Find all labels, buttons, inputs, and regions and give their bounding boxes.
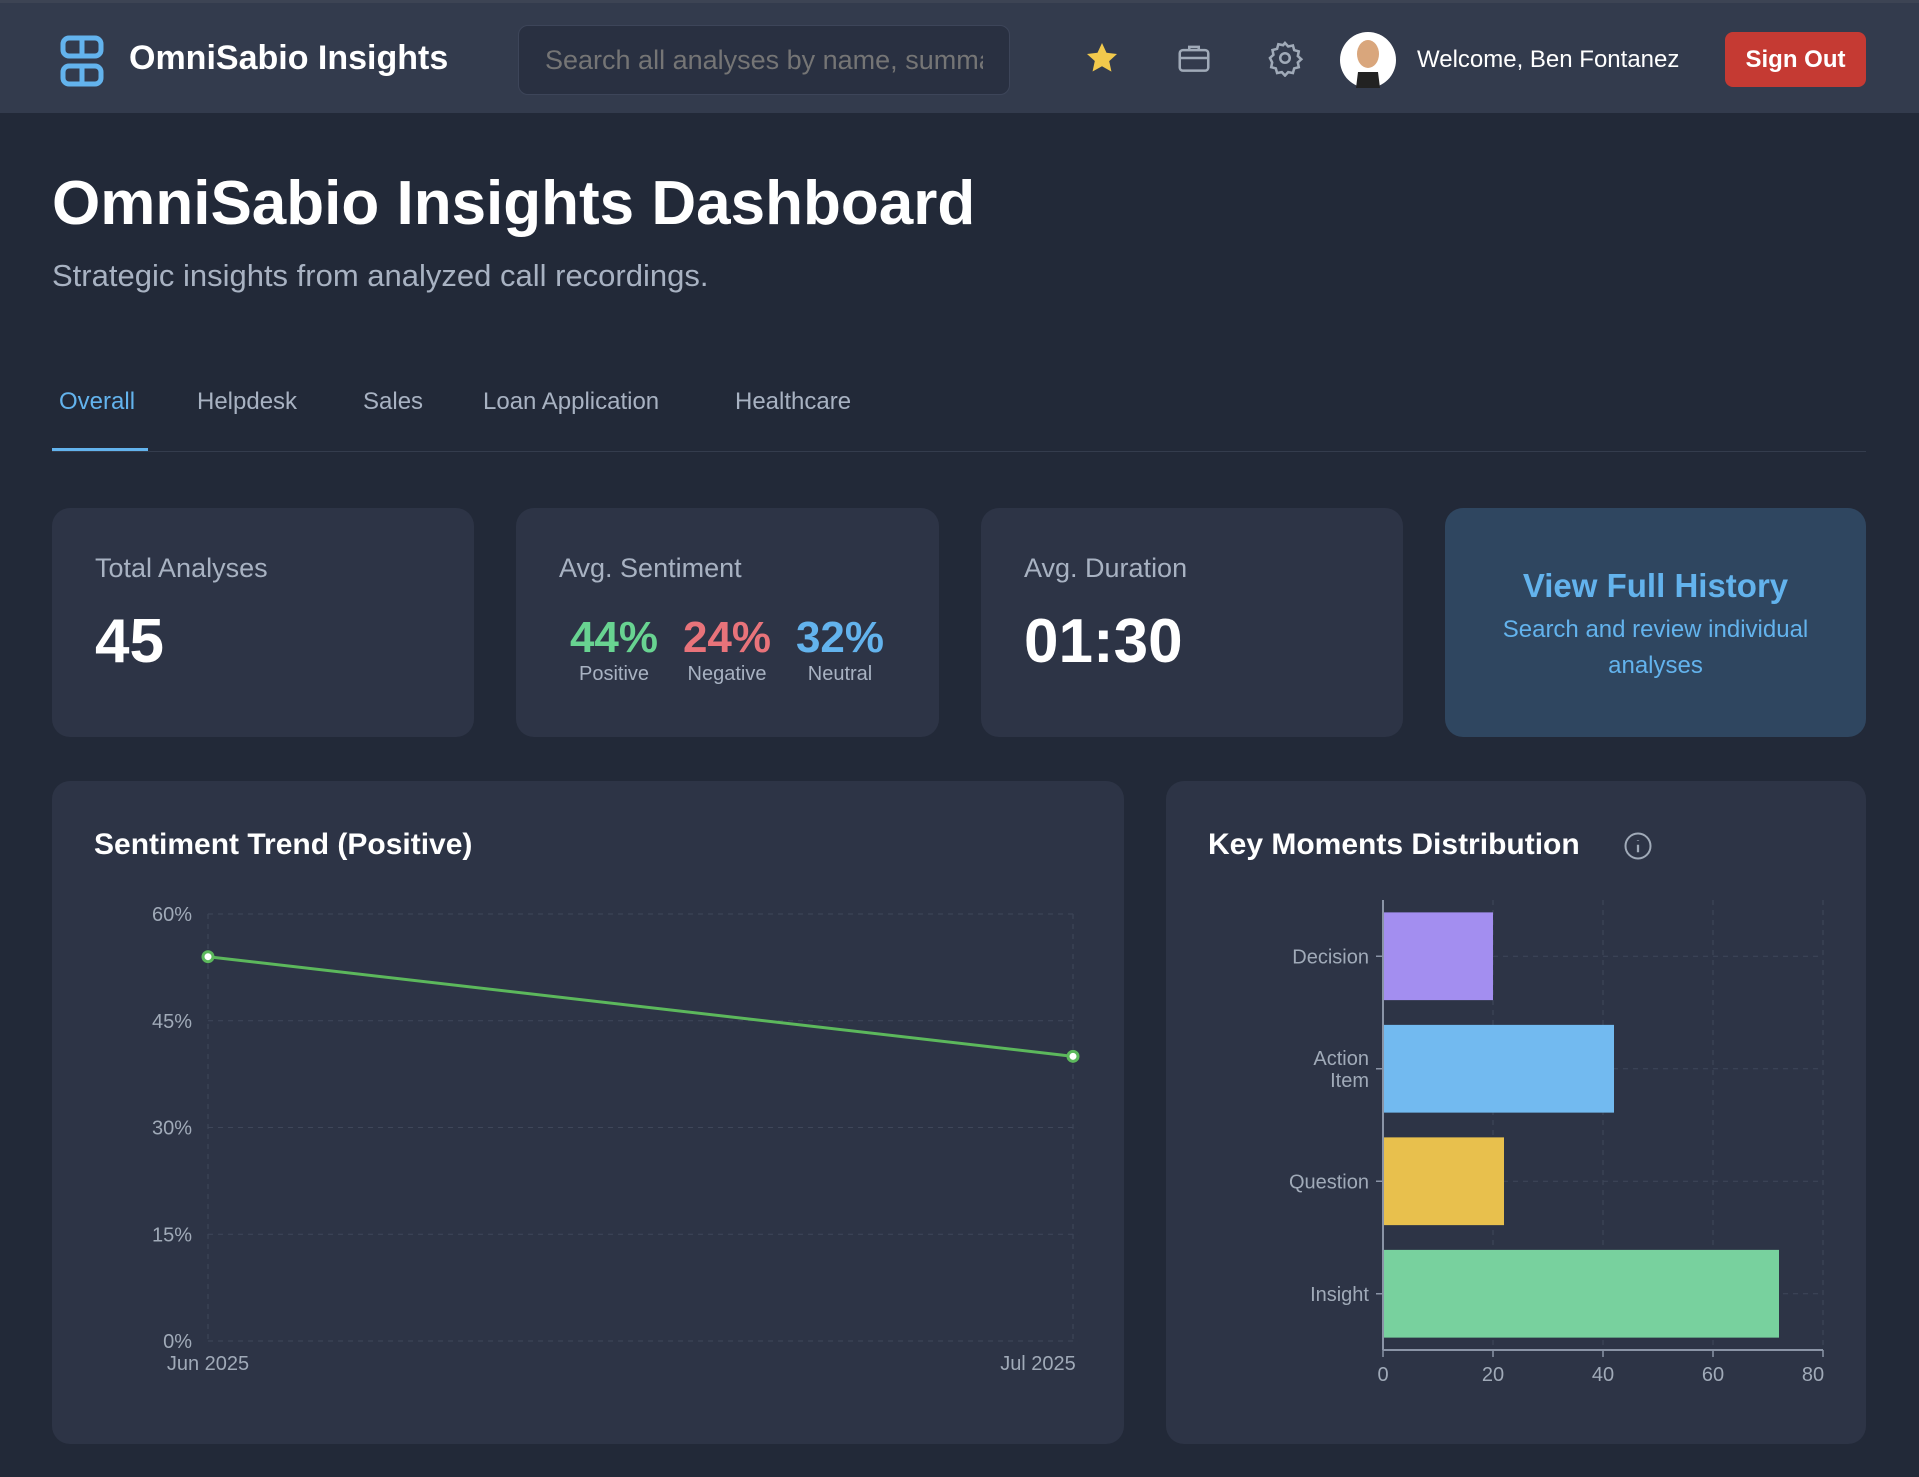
sentiment-trend-title: Sentiment Trend (Positive) (94, 828, 473, 861)
y-tick-label: 30% (152, 1118, 192, 1140)
sentiment-line (207, 955, 1074, 1058)
page-subtitle: Strategic insights from analyzed call re… (52, 258, 709, 293)
positive-label: Positive (578, 663, 650, 685)
tab-loan-application[interactable]: Loan Application (483, 388, 660, 415)
y-tick-label: 45% (152, 1011, 192, 1033)
welcome-text: Welcome, Ben Fontanez (1417, 46, 1680, 73)
view-full-history-card[interactable]: View Full History Search and review indi… (1445, 508, 1866, 737)
avg-duration-label: Avg. Duration (1024, 553, 1188, 583)
y-tick-label: 60% (152, 904, 192, 926)
tab-sales[interactable]: Sales (363, 388, 424, 415)
avg-sentiment-card: Avg. Sentiment 44% Positive 24% Negative 3… (516, 508, 939, 737)
sign-out-button[interactable]: Sign Out (1725, 32, 1866, 87)
y-tick-label: 0% (163, 1331, 192, 1353)
tab-helpdesk[interactable]: Helpdesk (197, 388, 298, 415)
search-input[interactable] (518, 25, 1010, 95)
positive-value: 44% (569, 613, 659, 662)
avg-duration-value: 01:30 (1024, 607, 1183, 676)
total-analyses-card: Total Analyses 45 (52, 508, 474, 737)
neutral-value: 32% (795, 613, 885, 662)
briefcase-icon[interactable] (1175, 39, 1213, 77)
total-analyses-value: 45 (95, 607, 164, 676)
avatar[interactable] (1340, 32, 1396, 88)
info-icon[interactable] (1623, 831, 1653, 861)
data-point (201, 950, 215, 964)
negative-value: 24% (682, 613, 772, 662)
negative-label: Negative (687, 663, 767, 685)
neutral-label: Neutral (807, 663, 873, 685)
tab-healthcare[interactable]: Healthcare (735, 388, 852, 415)
gear-icon[interactable] (1266, 39, 1304, 77)
view-history-description: Search and review individual analyses (1502, 616, 1809, 679)
key-moments-title: Key Moments Distribution (1208, 828, 1580, 861)
top-header: OmniSabio Insights Welcome, Ben Fontanez… (0, 0, 1919, 113)
view-history-title: View Full History (1522, 567, 1789, 604)
tab-bar: Overall Helpdesk Sales Loan Application … (52, 380, 1866, 452)
avg-sentiment-label: Avg. Sentiment (559, 553, 742, 583)
page-title: OmniSabio Insights Dashboard (52, 169, 976, 238)
total-analyses-label: Total Analyses (95, 553, 268, 583)
sentiment-trend-card: Sentiment Trend (Positive) (52, 781, 1124, 1444)
brand-name[interactable]: OmniSabio Insights (129, 39, 449, 77)
tab-overall[interactable]: Overall (59, 388, 136, 415)
avg-duration-card: Avg. Duration 01:30 (981, 508, 1403, 737)
x-tick-label: Jun 2025 (167, 1353, 249, 1375)
data-point (1066, 1049, 1080, 1063)
key-moments-card: Key Moments Distribution (1166, 781, 1866, 1444)
active-tab-indicator (52, 448, 148, 451)
logo-icon (60, 35, 104, 87)
star-icon[interactable] (1084, 40, 1120, 76)
y-tick-label: 15% (152, 1224, 192, 1246)
x-tick-label: Jul 2025 (1000, 1353, 1076, 1375)
